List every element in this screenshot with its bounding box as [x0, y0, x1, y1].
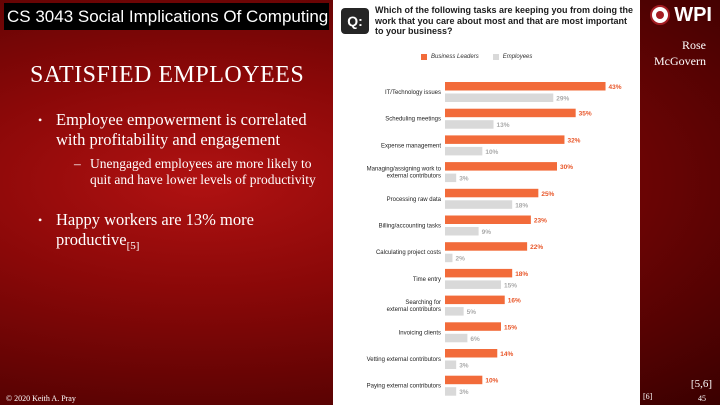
value-label: 3%: [459, 176, 469, 183]
legend-swatch: [492, 54, 499, 60]
bar-business-leaders: [445, 349, 498, 358]
bar-business-leaders: [445, 295, 505, 305]
bar-employees: [445, 307, 464, 316]
bar-business-leaders: [445, 82, 606, 91]
value-label: 30%: [560, 164, 573, 171]
category-label: Managing/assigning work to: [367, 167, 442, 173]
category-label: Searching for: [405, 300, 441, 306]
value-label: 25%: [541, 191, 554, 198]
sub-bullet-text: Unengaged employees are more likely to q…: [90, 156, 316, 187]
value-label: 35%: [579, 111, 592, 118]
chart-legend: Business Leaders Employees: [421, 54, 546, 60]
value-label: 13%: [497, 122, 510, 129]
bar-employees: [445, 253, 453, 263]
citation: [5]: [126, 240, 140, 252]
bar-employees: [445, 387, 457, 396]
category-label: Invoicing clients: [399, 330, 441, 336]
bar-business-leaders: [445, 242, 528, 251]
bullet-dot-icon: •: [38, 213, 43, 227]
bar-employees: [445, 93, 554, 102]
author-name: Rose McGovern: [654, 37, 706, 69]
bar-business-leaders: [445, 375, 483, 385]
slide-heading: SATISFIED EMPLOYEES: [30, 62, 305, 88]
bar-business-leaders: [445, 215, 531, 224]
bullet-text: Happy workers are 13% more productive: [56, 210, 254, 249]
value-label: 9%: [482, 229, 492, 236]
legend-item: Business Leaders: [421, 54, 479, 60]
bar-employees: [445, 200, 513, 209]
category-label: external contributors: [387, 307, 441, 313]
value-label: 22%: [530, 244, 543, 251]
legend-item: Employees: [492, 54, 533, 60]
category-label: Calculating project costs: [376, 250, 441, 256]
chart-title: Which of the following tasks are keeping…: [375, 5, 634, 36]
value-label: 15%: [504, 282, 517, 289]
value-label: 3%: [459, 389, 469, 396]
category-label: Time entry: [413, 277, 441, 283]
bar-employees: [445, 120, 494, 129]
bar-employees: [445, 173, 457, 183]
category-label: Scheduling meetings: [385, 117, 441, 123]
legend-swatch: [421, 54, 427, 60]
bullet-dot-icon: •: [38, 113, 43, 127]
value-label: 10%: [485, 149, 498, 156]
value-label: 16%: [508, 298, 521, 305]
category-label: Billing/accounting tasks: [379, 224, 441, 230]
bar-employees: [445, 280, 501, 289]
wpi-logo: WPI: [650, 2, 712, 28]
category-label: Expense management: [381, 143, 441, 149]
image-citation: [6]: [643, 392, 653, 401]
copyright: © 2020 Keith A. Pray: [6, 394, 76, 403]
value-label: 5%: [467, 309, 477, 316]
author-last: McGovern: [654, 54, 706, 68]
value-label: 43%: [609, 84, 622, 91]
value-label: 18%: [515, 271, 528, 278]
page-number: 45: [698, 394, 706, 403]
category-label: external contributors: [387, 174, 441, 180]
question-badge: Q:: [341, 8, 369, 34]
value-label: 18%: [515, 202, 528, 209]
category-label: Vetting external contributors: [367, 357, 441, 363]
category-label: Processing raw data: [387, 197, 442, 203]
bar-business-leaders: [445, 188, 539, 198]
value-label: 2%: [455, 256, 465, 263]
value-label: 14%: [500, 351, 513, 358]
legend-label: Employees: [502, 54, 533, 60]
bar-employees: [445, 333, 468, 343]
value-label: 23%: [534, 218, 547, 225]
bar-chart: IT/Technology issues 43% 29% Scheduling mee…: [367, 82, 622, 396]
bar-business-leaders: [445, 322, 501, 331]
author-first: Rose: [682, 38, 706, 52]
course-title: CS 3043 Social Implications Of Computing: [4, 3, 329, 30]
bar-employees: [445, 227, 479, 236]
logo-text: WPI: [674, 3, 712, 26]
survey-chart-panel: Q: Which of the following tasks are keep…: [333, 0, 640, 405]
bar-employees: [445, 360, 457, 369]
bar-business-leaders: [445, 162, 557, 171]
value-label: 3%: [459, 363, 469, 370]
bar-business-leaders: [445, 108, 576, 118]
bullet-item: • Employee empowerment is correlated wit…: [38, 110, 323, 188]
category-label: IT/Technology issues: [385, 90, 441, 96]
citation-right: [5,6]: [690, 378, 712, 390]
value-label: 32%: [567, 137, 580, 144]
bar-employees: [445, 146, 483, 156]
bar-business-leaders: [445, 135, 565, 144]
value-label: 10%: [485, 378, 498, 385]
bar-business-leaders: [445, 268, 513, 278]
bullet-item: • Happy workers are 13% more productive[…: [38, 210, 323, 256]
bullet-text: Employee empowerment is correlated with …: [56, 110, 307, 149]
bullet-list: • Employee empowerment is correlated wit…: [38, 110, 323, 256]
sub-bullet-item: – Unengaged employees are more likely to…: [74, 156, 323, 188]
category-label: Paying external contributors: [367, 384, 441, 390]
seal-icon: [650, 5, 671, 25]
value-label: 29%: [556, 96, 569, 103]
value-label: 6%: [470, 336, 480, 343]
sub-bullet-dash-icon: –: [74, 156, 81, 171]
legend-label: Business Leaders: [431, 54, 479, 60]
value-label: 15%: [504, 324, 517, 331]
